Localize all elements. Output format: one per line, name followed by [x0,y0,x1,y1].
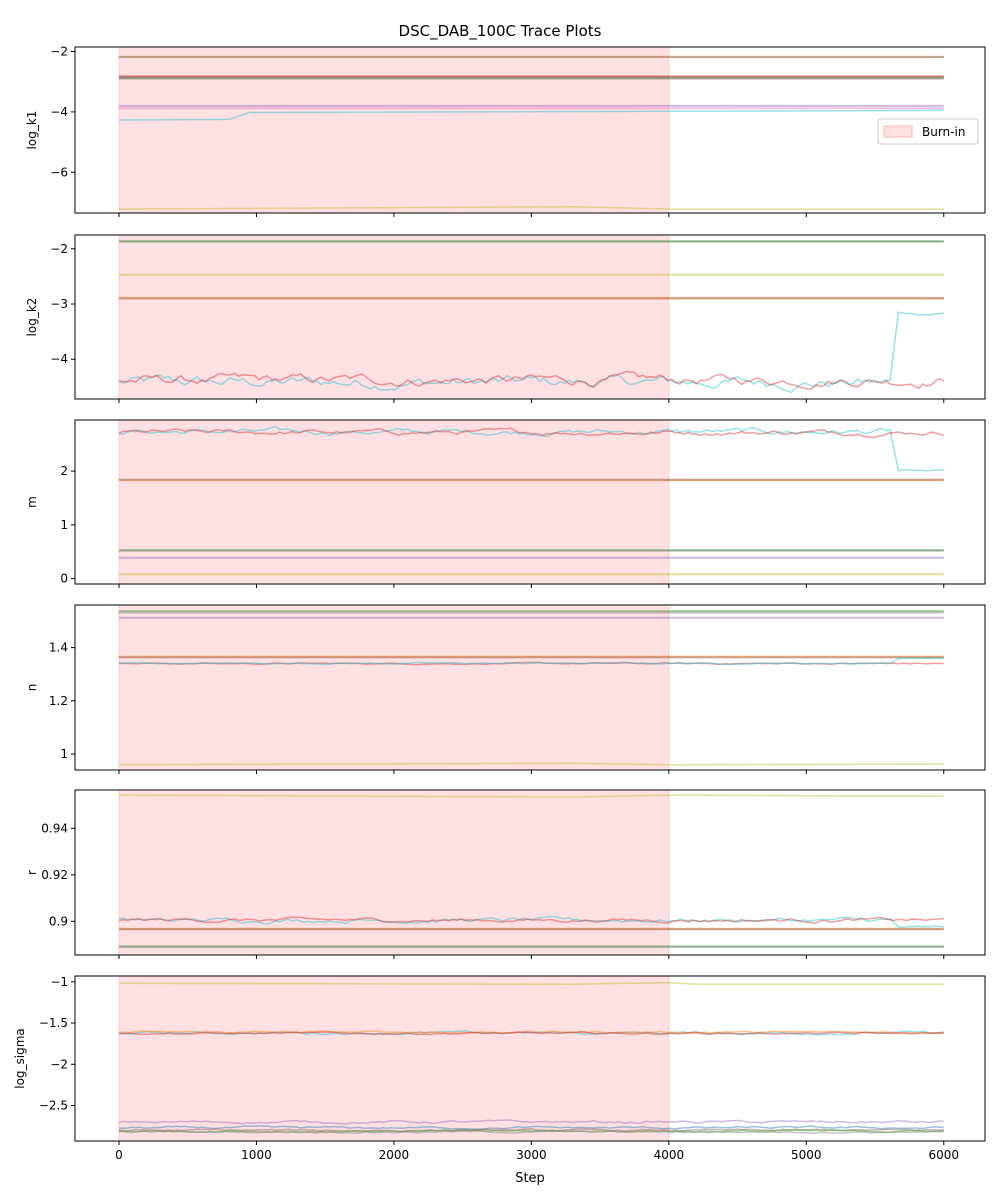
y-tick-label: 2 [60,464,68,478]
x-tick-label: 5000 [791,1148,822,1162]
trace-panel-m: 0 1 2 m [25,419,986,588]
y-tick-label: 0.9 [49,914,68,928]
trace-panel-log-sigma: 0 1000 2000 3000 4000 5000 6000 −2.5 −2 −1.5 −1 log… [13,975,986,1162]
chain-trace-log-k1-8 [118,109,944,121]
axes-frame [74,234,986,400]
chain-trace-r-1 [118,915,944,928]
chain-trace-log-k2-5 [118,311,944,394]
trace-panel-log-k1: −6 −4 −2 log_k1 Burn-in [25,45,986,217]
y-tick-label: −2 [50,1057,68,1071]
chain-trace-log-k1-9 [118,205,944,210]
y-axis-label: m [25,496,39,508]
chain-trace-log-sigma-5 [118,1125,944,1131]
chain-trace-m-0 [118,425,944,472]
y-tick-label: 0.94 [41,821,68,835]
y-tick-label: 1.4 [49,641,68,655]
y-tick-label: 0 [60,572,68,586]
chain-trace-m-1 [118,427,945,439]
y-tick-label: −4 [50,352,68,366]
burnin-region [118,234,670,400]
y-axis-label: log_k1 [25,111,39,150]
chain-trace-n-7 [118,762,944,766]
chain-trace-log-sigma-0 [118,981,944,986]
y-axis-label: r [25,870,39,875]
chain-trace-log-sigma-8 [118,1130,944,1135]
chain-trace-log-sigma-4 [118,1119,944,1125]
axes-frame [74,789,986,956]
burnin-region [118,46,670,214]
chain-trace-r-0 [118,794,944,798]
y-tick-label: 1.2 [49,694,68,708]
chain-trace-log-sigma-6 [118,1128,944,1132]
y-tick-label: −1.5 [39,1016,68,1030]
y-tick-label: 0.92 [41,868,68,882]
y-tick-label: −1 [50,975,68,989]
figure-title: DSC_DAB_100C Trace Plots [399,22,602,41]
axes-frame [74,975,986,1142]
y-tick-label: 1 [60,747,68,761]
chain-trace-log-sigma-1 [118,1029,944,1036]
chain-trace-r-2 [118,916,944,924]
burnin-region [118,604,670,771]
y-axis-label: log_k2 [25,298,39,337]
chain-trace-log-sigma-2 [118,1030,944,1035]
y-tick-label: −2 [50,45,68,59]
x-tick-label: 3000 [516,1148,547,1162]
burnin-region [118,975,670,1142]
burnin-region [118,789,670,956]
legend-box [877,118,979,145]
y-tick-label: −4 [50,105,68,119]
x-tick-label: 2000 [379,1148,410,1162]
x-tick-label: 4000 [654,1148,685,1162]
y-axis-label: n [25,684,39,692]
axes-frame [74,46,986,214]
burnin-region [118,419,670,585]
trace-panel-log-k2: −4 −3 −2 log_k2 [25,234,986,403]
trace-panel-n: 1 1.2 1.4 n [25,604,986,774]
x-tick-label: 6000 [928,1148,959,1162]
axes-frame [74,604,986,771]
chain-trace-log-sigma-3 [118,1031,944,1036]
legend-label: Burn-in [922,125,965,139]
y-tick-label: −6 [50,165,68,179]
axes-frame [74,419,986,585]
x-tick-label: 1000 [241,1148,272,1162]
chain-trace-log-k2-6 [118,370,945,390]
x-axis-label: Step [515,1171,545,1186]
y-axis-label: log_sigma [13,1028,27,1089]
y-tick-label: −2.5 [39,1099,68,1113]
y-tick-label: −2 [50,242,68,256]
chain-trace-n-5 [118,661,944,666]
chain-trace-log-sigma-7 [119,1128,944,1134]
y-tick-label: 1 [60,518,68,532]
x-tick-label: 0 [115,1148,123,1162]
legend-swatch [883,125,913,138]
trace-panel-r: 0.9 0.92 0.94 r [25,789,986,959]
y-tick-label: −3 [50,297,68,311]
chain-trace-n-6 [118,657,944,666]
legend: Burn-in [877,118,979,145]
